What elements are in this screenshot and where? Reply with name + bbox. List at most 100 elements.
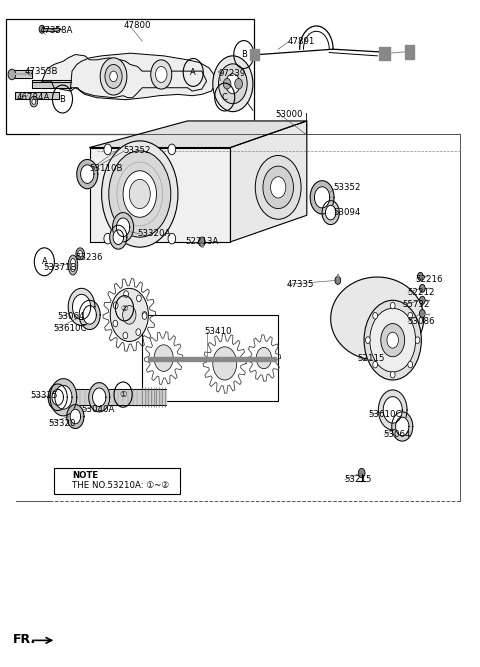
Text: 47358A: 47358A bbox=[39, 26, 73, 35]
Bar bbox=[6, 19, 254, 134]
Text: 53325: 53325 bbox=[30, 392, 58, 400]
Text: THE NO.53210A: ①~②: THE NO.53210A: ①~② bbox=[72, 481, 169, 490]
Text: 53610C: 53610C bbox=[54, 324, 87, 334]
Text: 53086: 53086 bbox=[407, 317, 434, 326]
Polygon shape bbox=[322, 201, 339, 225]
Circle shape bbox=[104, 144, 111, 155]
Circle shape bbox=[136, 295, 141, 301]
Polygon shape bbox=[93, 388, 106, 407]
Circle shape bbox=[415, 337, 420, 344]
Text: 53064: 53064 bbox=[383, 430, 411, 439]
Text: 53236: 53236 bbox=[75, 253, 103, 261]
Polygon shape bbox=[15, 92, 59, 99]
Text: 53371B: 53371B bbox=[43, 263, 77, 271]
Circle shape bbox=[30, 96, 37, 107]
Polygon shape bbox=[81, 165, 94, 183]
Polygon shape bbox=[383, 397, 402, 423]
Polygon shape bbox=[251, 49, 259, 60]
Circle shape bbox=[104, 233, 111, 244]
Polygon shape bbox=[314, 187, 330, 208]
Polygon shape bbox=[405, 45, 414, 59]
Circle shape bbox=[110, 288, 148, 342]
Circle shape bbox=[263, 166, 293, 209]
Polygon shape bbox=[230, 121, 307, 242]
Text: ①: ① bbox=[120, 390, 127, 399]
Text: 47891: 47891 bbox=[288, 37, 315, 46]
Text: 53610C: 53610C bbox=[369, 410, 402, 419]
Circle shape bbox=[168, 233, 176, 244]
Circle shape bbox=[124, 291, 129, 297]
Circle shape bbox=[370, 308, 416, 372]
Text: 52216: 52216 bbox=[416, 275, 443, 283]
Circle shape bbox=[420, 284, 425, 292]
Circle shape bbox=[408, 362, 413, 368]
Circle shape bbox=[168, 144, 176, 155]
Circle shape bbox=[226, 74, 240, 94]
Polygon shape bbox=[110, 225, 127, 249]
Circle shape bbox=[213, 347, 237, 380]
Text: A: A bbox=[41, 257, 47, 266]
Circle shape bbox=[151, 60, 172, 89]
Circle shape bbox=[218, 64, 247, 103]
Circle shape bbox=[123, 171, 156, 217]
Polygon shape bbox=[379, 47, 390, 60]
Circle shape bbox=[100, 58, 127, 95]
Polygon shape bbox=[113, 213, 133, 242]
Circle shape bbox=[142, 313, 147, 319]
Circle shape bbox=[8, 69, 16, 80]
Polygon shape bbox=[89, 383, 110, 412]
Polygon shape bbox=[396, 417, 409, 436]
Polygon shape bbox=[71, 53, 216, 99]
Circle shape bbox=[136, 329, 141, 336]
Circle shape bbox=[364, 300, 421, 380]
Circle shape bbox=[105, 65, 122, 89]
Text: 53320: 53320 bbox=[48, 419, 76, 428]
Text: 53110B: 53110B bbox=[90, 164, 123, 173]
Circle shape bbox=[365, 337, 370, 344]
Polygon shape bbox=[310, 181, 334, 214]
Polygon shape bbox=[67, 405, 84, 428]
Circle shape bbox=[420, 309, 425, 317]
Polygon shape bbox=[50, 379, 77, 416]
Text: 53000: 53000 bbox=[276, 110, 303, 119]
Polygon shape bbox=[13, 71, 33, 79]
Bar bbox=[142, 315, 278, 402]
Polygon shape bbox=[331, 277, 424, 360]
Text: ②: ② bbox=[121, 303, 128, 313]
Polygon shape bbox=[90, 147, 230, 242]
Text: 53320A: 53320A bbox=[137, 229, 171, 238]
Polygon shape bbox=[70, 410, 81, 424]
Circle shape bbox=[102, 141, 178, 247]
Text: B: B bbox=[241, 50, 247, 59]
Text: 53064: 53064 bbox=[58, 312, 85, 321]
Text: 53352: 53352 bbox=[333, 183, 360, 192]
Polygon shape bbox=[49, 389, 166, 406]
Circle shape bbox=[109, 151, 171, 237]
Text: C: C bbox=[222, 93, 228, 101]
Text: FR.: FR. bbox=[13, 632, 36, 646]
Circle shape bbox=[359, 468, 365, 478]
Circle shape bbox=[154, 345, 173, 372]
Circle shape bbox=[408, 312, 413, 319]
Circle shape bbox=[420, 296, 425, 304]
Polygon shape bbox=[79, 300, 100, 329]
Circle shape bbox=[335, 276, 341, 284]
Polygon shape bbox=[72, 294, 91, 319]
Circle shape bbox=[235, 79, 242, 89]
Polygon shape bbox=[148, 358, 276, 362]
Polygon shape bbox=[378, 390, 407, 430]
Polygon shape bbox=[392, 412, 413, 441]
Text: 47335: 47335 bbox=[287, 280, 314, 289]
Text: 97239: 97239 bbox=[218, 69, 246, 77]
Polygon shape bbox=[77, 159, 98, 189]
Polygon shape bbox=[52, 390, 63, 406]
Text: 52115: 52115 bbox=[357, 354, 384, 364]
Circle shape bbox=[213, 56, 253, 111]
Circle shape bbox=[390, 302, 395, 309]
Polygon shape bbox=[42, 55, 206, 97]
Circle shape bbox=[113, 320, 118, 327]
Circle shape bbox=[418, 272, 423, 280]
Polygon shape bbox=[55, 386, 72, 410]
Text: 55732: 55732 bbox=[402, 300, 430, 309]
Polygon shape bbox=[48, 384, 67, 411]
